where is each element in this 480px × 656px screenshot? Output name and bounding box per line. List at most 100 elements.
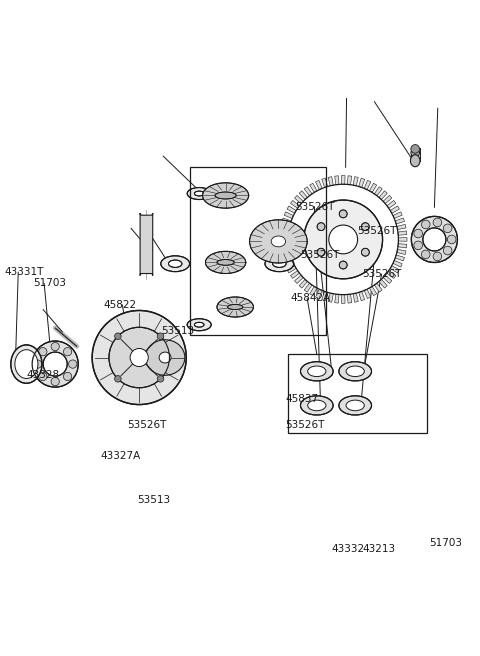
Polygon shape (348, 294, 352, 303)
Polygon shape (322, 291, 328, 300)
Polygon shape (290, 201, 300, 209)
Ellipse shape (411, 148, 420, 157)
Ellipse shape (265, 256, 294, 272)
Text: 43328: 43328 (26, 370, 60, 380)
Ellipse shape (217, 260, 234, 265)
Polygon shape (315, 289, 322, 298)
Circle shape (433, 252, 442, 261)
Text: 51703: 51703 (430, 538, 463, 548)
Circle shape (63, 348, 72, 356)
Polygon shape (341, 295, 345, 303)
Circle shape (339, 210, 347, 218)
Polygon shape (387, 270, 396, 278)
Text: 45822: 45822 (103, 300, 136, 310)
Ellipse shape (217, 297, 253, 317)
Ellipse shape (346, 400, 364, 411)
Text: 53526T: 53526T (286, 420, 325, 430)
FancyBboxPatch shape (140, 213, 153, 276)
Circle shape (157, 333, 164, 340)
Text: 53526T: 53526T (127, 420, 167, 430)
Polygon shape (282, 218, 291, 224)
Circle shape (39, 348, 47, 356)
Polygon shape (284, 212, 293, 218)
Circle shape (361, 223, 369, 231)
Polygon shape (299, 191, 308, 199)
Polygon shape (397, 224, 406, 230)
Polygon shape (390, 266, 399, 273)
Polygon shape (374, 187, 382, 195)
Polygon shape (393, 260, 402, 267)
Polygon shape (374, 283, 382, 292)
Ellipse shape (168, 260, 182, 268)
Ellipse shape (203, 183, 249, 208)
Polygon shape (390, 206, 399, 213)
Polygon shape (279, 237, 288, 241)
Text: 43327A: 43327A (101, 451, 141, 461)
Polygon shape (359, 178, 365, 188)
Ellipse shape (339, 361, 372, 381)
Circle shape (130, 348, 148, 367)
Polygon shape (280, 224, 289, 230)
Text: 53513: 53513 (161, 326, 194, 337)
Text: 53526T: 53526T (358, 226, 397, 236)
Polygon shape (282, 255, 291, 261)
Circle shape (69, 360, 77, 368)
Ellipse shape (187, 188, 211, 199)
Circle shape (444, 246, 452, 255)
Polygon shape (287, 206, 296, 213)
Polygon shape (304, 187, 312, 195)
Text: 53513: 53513 (137, 495, 170, 505)
Ellipse shape (271, 236, 286, 247)
Polygon shape (395, 218, 405, 224)
Circle shape (317, 248, 325, 256)
Ellipse shape (339, 396, 372, 415)
Text: 45842A: 45842A (290, 293, 331, 304)
Circle shape (414, 241, 422, 250)
Polygon shape (328, 293, 333, 302)
Polygon shape (353, 293, 358, 302)
Bar (288, 354, 427, 433)
Circle shape (421, 220, 430, 229)
Text: 51703: 51703 (34, 278, 67, 289)
Ellipse shape (194, 322, 204, 327)
Text: 43213: 43213 (362, 544, 396, 554)
Ellipse shape (300, 361, 333, 381)
Text: 53526T: 53526T (300, 249, 339, 260)
Circle shape (51, 377, 60, 386)
Polygon shape (284, 260, 293, 267)
Circle shape (423, 228, 446, 251)
Circle shape (32, 341, 78, 387)
Ellipse shape (250, 220, 307, 263)
Circle shape (109, 327, 169, 388)
Polygon shape (295, 195, 303, 204)
Ellipse shape (308, 366, 326, 377)
Polygon shape (383, 275, 392, 283)
Text: 43332: 43332 (331, 544, 364, 554)
Circle shape (411, 144, 420, 154)
Polygon shape (395, 255, 405, 261)
Ellipse shape (308, 400, 326, 411)
Polygon shape (370, 287, 377, 296)
Ellipse shape (11, 345, 42, 383)
Polygon shape (379, 191, 387, 199)
Polygon shape (353, 176, 358, 186)
Circle shape (63, 373, 72, 380)
Circle shape (414, 229, 422, 238)
Circle shape (317, 222, 325, 230)
Polygon shape (359, 291, 365, 300)
Circle shape (433, 218, 442, 227)
Ellipse shape (205, 251, 246, 274)
Ellipse shape (187, 319, 211, 331)
Polygon shape (398, 243, 407, 248)
Ellipse shape (161, 256, 190, 272)
Ellipse shape (194, 191, 204, 196)
Circle shape (157, 375, 164, 382)
Polygon shape (383, 195, 392, 204)
Ellipse shape (145, 340, 185, 375)
Polygon shape (315, 180, 322, 190)
Circle shape (43, 352, 67, 376)
Polygon shape (341, 176, 345, 184)
Circle shape (411, 216, 457, 262)
Circle shape (329, 225, 358, 254)
Polygon shape (299, 279, 308, 288)
